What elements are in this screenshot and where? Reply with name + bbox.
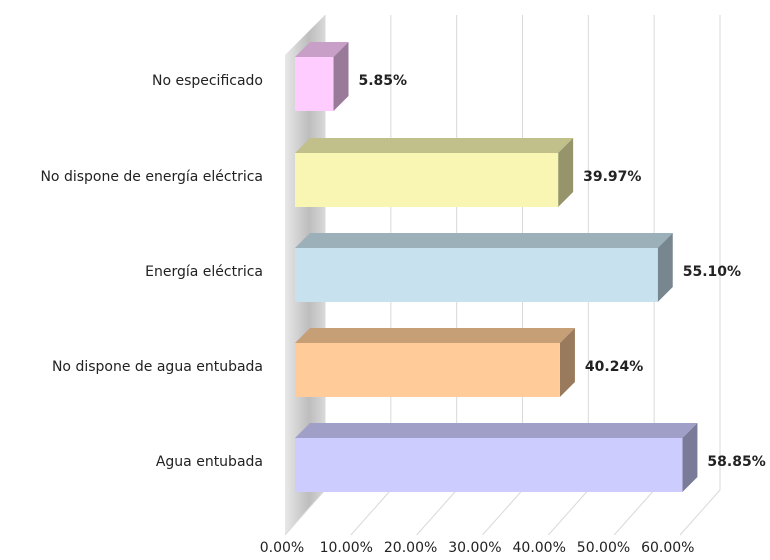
category-label: No dispone de energía eléctrica xyxy=(40,169,263,185)
bar-top xyxy=(295,328,575,343)
x-tick-label: 0.00% xyxy=(260,540,304,556)
value-label: 39.97% xyxy=(583,169,641,185)
value-label: 55.10% xyxy=(683,264,741,280)
x-tick-label: 30.00% xyxy=(448,540,501,556)
category-label: No dispone de agua entubada xyxy=(52,359,263,375)
bar xyxy=(295,343,560,397)
bar-side xyxy=(333,42,349,111)
bar-side xyxy=(682,423,698,492)
grid-line xyxy=(679,489,721,536)
bar xyxy=(295,153,559,207)
x-tick-label: 10.00% xyxy=(320,540,373,556)
x-tick-label: 20.00% xyxy=(384,540,437,556)
category-label: No especificado xyxy=(152,73,263,89)
category-label: Energía eléctrica xyxy=(145,264,263,280)
grid-line xyxy=(482,489,523,536)
bar-top xyxy=(295,233,673,248)
bar xyxy=(295,57,334,111)
bar-side xyxy=(558,138,574,207)
value-label: 5.85% xyxy=(359,73,408,89)
bar xyxy=(295,438,683,492)
bar xyxy=(295,248,658,302)
grid-line xyxy=(613,489,655,536)
bar-side xyxy=(657,233,673,302)
value-label: 40.24% xyxy=(585,359,643,375)
x-tick-label: 50.00% xyxy=(577,540,630,556)
grid-line xyxy=(284,489,326,536)
x-tick-label: 60.00% xyxy=(641,540,694,556)
bar-top xyxy=(295,423,698,438)
value-label: 58.85% xyxy=(707,454,765,470)
grid-line xyxy=(350,489,392,536)
grid-line xyxy=(547,489,589,536)
bar-top xyxy=(295,138,574,153)
category-label: Agua entubada xyxy=(156,454,263,470)
bar-top xyxy=(295,42,349,57)
bar-side xyxy=(559,328,575,397)
x-tick-label: 40.00% xyxy=(513,540,566,556)
grid-line xyxy=(416,489,458,536)
